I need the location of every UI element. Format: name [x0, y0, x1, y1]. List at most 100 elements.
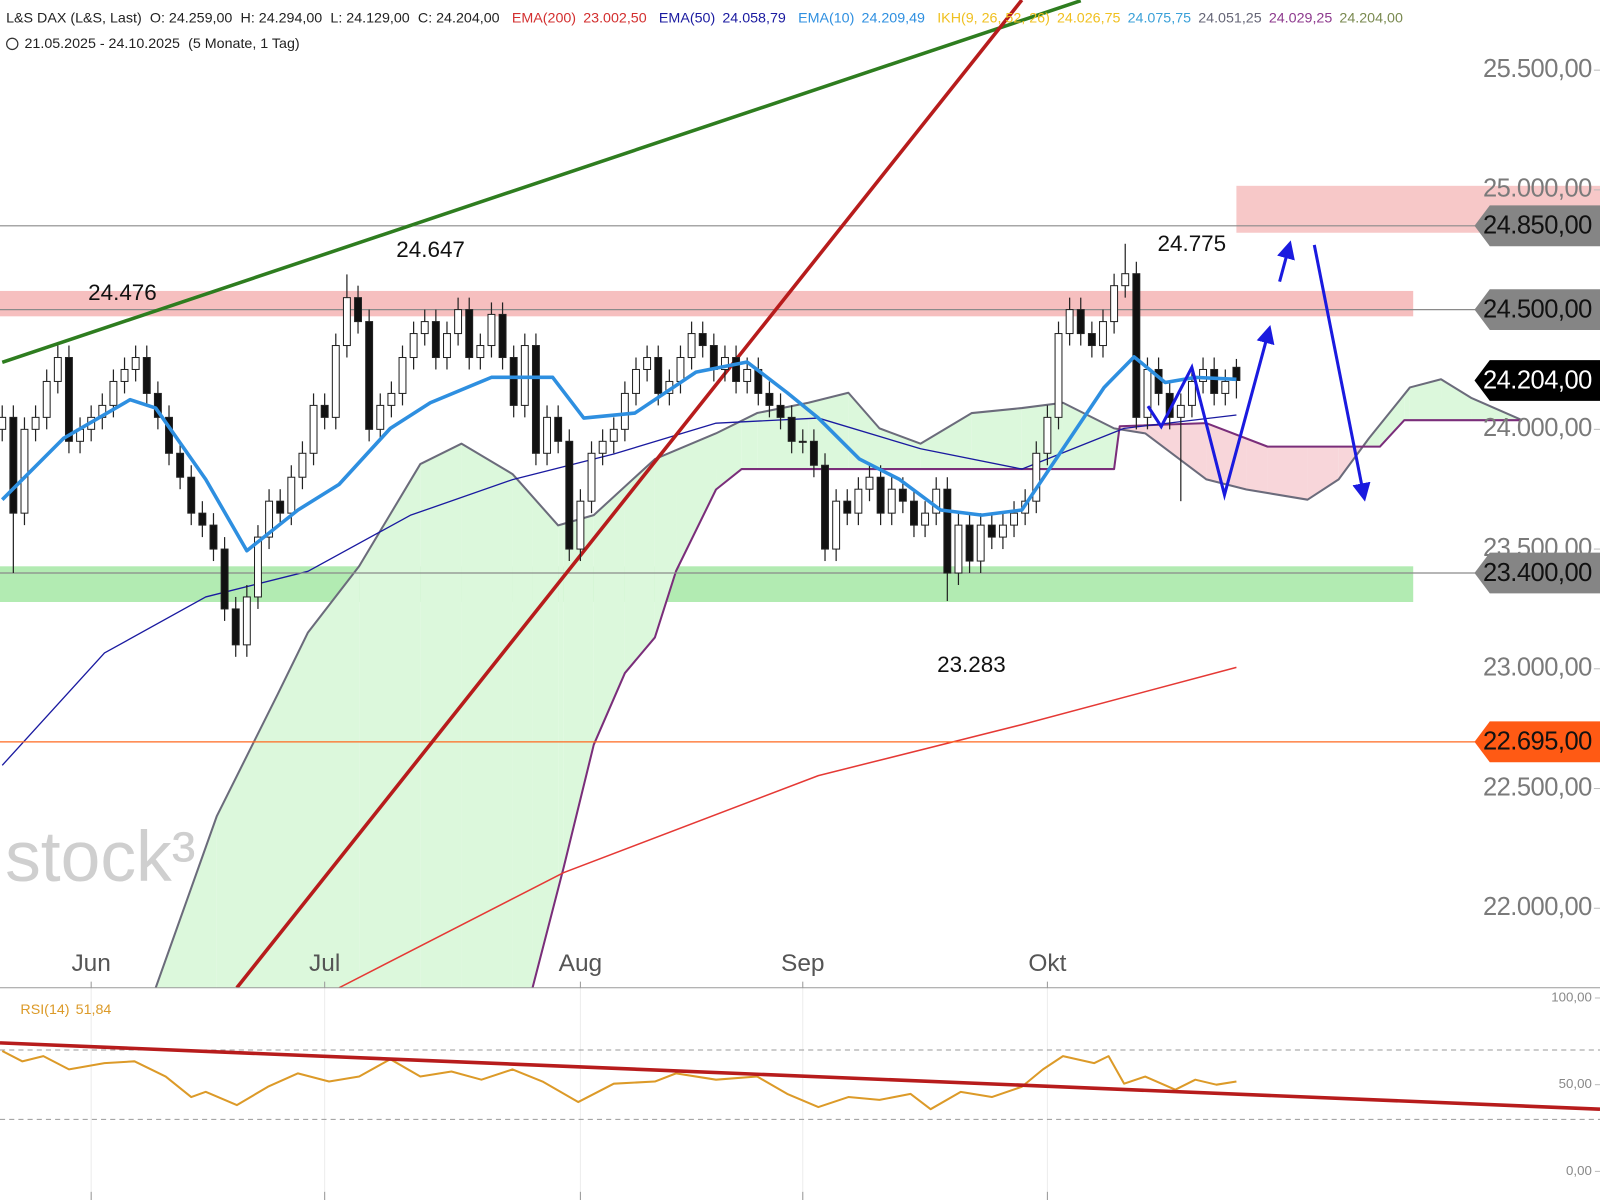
cloud-fill [624, 459, 655, 674]
cloud-fill [216, 693, 278, 988]
legend-value: 23.002,50 [583, 10, 647, 26]
period: (5 Monate, 1 Tag) [188, 36, 300, 52]
candle-body [598, 440, 607, 454]
candle-body [832, 500, 841, 550]
cloud-fill [848, 392, 880, 470]
price-panel [0, 0, 1600, 988]
candle-body [0, 416, 7, 430]
candle-body [220, 548, 229, 610]
candle-body [1176, 404, 1185, 418]
cloud-fill [716, 420, 742, 490]
candle-body [1187, 380, 1196, 406]
candle-body [620, 392, 629, 430]
cloud-fill [277, 632, 308, 988]
legend-value: 24.058,79 [722, 10, 786, 26]
legend-value: 24.204,00 [1339, 10, 1403, 26]
rsi-name: RSI(14) [20, 1002, 69, 1018]
cloud-fill [1246, 438, 1268, 493]
rsi-y-tick-label: 0,00 [1566, 1163, 1592, 1178]
candle-body [420, 321, 429, 335]
candle-body [487, 313, 496, 347]
cloud-fill [676, 433, 717, 572]
cloud-fill [920, 413, 972, 470]
candle-body [409, 333, 418, 359]
y-tick-label: 22.500,00 [1483, 773, 1592, 801]
candle-body [1043, 416, 1052, 454]
cloud-fill [1441, 379, 1472, 421]
candle-body [176, 452, 185, 478]
candle-body [1110, 285, 1119, 323]
candle-body [765, 392, 774, 406]
candle-body [298, 452, 307, 478]
legend-value: 24.029,25 [1269, 10, 1333, 26]
cloud-fill [879, 428, 921, 470]
level-box [1474, 205, 1600, 247]
candle-body [1076, 309, 1085, 335]
candle-body [787, 416, 796, 442]
candle-body [687, 333, 696, 359]
annotation: 23.283 [937, 652, 1006, 677]
rsi-trendline [0, 1041, 1600, 1111]
cloud-fill [741, 413, 758, 470]
scenario-arrow [1146, 325, 1275, 501]
cloud-fill [1409, 379, 1442, 421]
cloud-fill [654, 450, 677, 638]
cloud-span-b [531, 419, 1523, 988]
legend-value: 24.051,25 [1198, 10, 1262, 26]
candle-body [965, 524, 974, 562]
y-tick-label: 23.000,00 [1483, 654, 1592, 682]
candle-body [1199, 368, 1208, 382]
cloud-fill [1062, 402, 1115, 470]
candle-body [632, 368, 640, 394]
candle-body [609, 428, 618, 442]
cloud-fill [593, 486, 625, 745]
candle-body [231, 608, 240, 646]
header-title: L&S DAX (L&S, Last) [6, 10, 142, 26]
zone [0, 566, 1414, 602]
candle-body [720, 356, 729, 370]
candle-body [1054, 333, 1063, 418]
cloud-fill [359, 464, 421, 988]
candle-body [276, 500, 285, 514]
candle-body [454, 309, 463, 335]
candle-body [365, 321, 374, 430]
candle-body [153, 392, 162, 418]
scenario-arrows [1146, 240, 1371, 502]
trendline [1, 0, 1082, 365]
candle-body [1032, 452, 1041, 502]
cloud-fill [808, 392, 849, 470]
rsi-value: 51,84 [76, 1002, 112, 1018]
candle-body [943, 488, 952, 574]
legend-entry: EMA(50) [659, 10, 715, 26]
candle-body [465, 309, 474, 359]
level-label: 24.850,00 [1483, 212, 1592, 240]
legend-entry: EMA(10) [798, 10, 854, 26]
candle-body [53, 356, 62, 382]
annotation: 24.647 [396, 237, 465, 262]
ema-line [1, 414, 1237, 766]
cloud-span-a [154, 378, 1523, 988]
rsi-legend: RSI(14) 51,84 [20, 1002, 111, 1018]
cloud-fill [1267, 446, 1308, 500]
candle-body [443, 333, 451, 359]
x-tick-label: Jun [71, 950, 110, 977]
ema-line [0, 355, 1237, 553]
x-tick-label: Sep [781, 950, 825, 977]
candle-body [643, 356, 652, 370]
candle-body [165, 416, 173, 454]
candle-body [387, 392, 396, 406]
candle-body [809, 440, 818, 466]
candle-body [1232, 366, 1241, 382]
legend-entry: IKH(9, 26, 52, 26) [937, 10, 1050, 26]
cloud-fill [512, 474, 533, 988]
ema-line [338, 666, 1237, 988]
header-ohlc: L: 24.129,00 [330, 10, 409, 26]
y-tick-label: 22.000,00 [1483, 893, 1592, 921]
candle-body [187, 476, 196, 514]
y-tick-label: 25.500,00 [1483, 55, 1592, 83]
candle-body [854, 488, 863, 514]
candle-body [142, 356, 151, 394]
date-range: 21.05.2025 - 24.10.2025 [24, 36, 180, 52]
candle-body [698, 333, 707, 347]
